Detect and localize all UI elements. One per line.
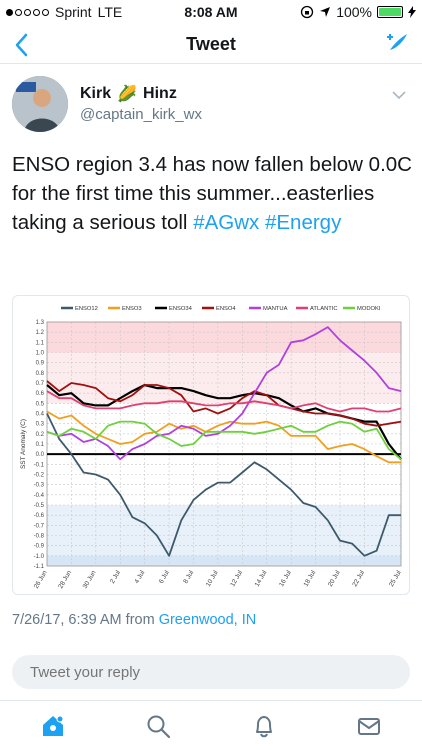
clock: 8:08 AM	[184, 4, 238, 20]
y-tick-label: -0.1	[34, 462, 45, 468]
charging-bolt-icon	[408, 6, 416, 18]
y-tick-label: 1.0	[36, 351, 45, 357]
legend-label: ENSO12	[75, 306, 98, 312]
y-tick-label: 0.2	[36, 432, 45, 438]
x-tick-label: 30 Jun	[82, 569, 98, 590]
reply-input[interactable]	[12, 655, 410, 689]
reply-box[interactable]	[12, 655, 410, 689]
plot-frame	[46, 321, 402, 567]
shaded-band	[47, 505, 401, 556]
notifications-icon[interactable]	[251, 713, 277, 739]
legend-label: ATLANTIC	[310, 306, 338, 312]
x-tick-label: 16 Jul	[278, 569, 293, 588]
compose-tweet-icon[interactable]	[384, 30, 410, 56]
x-tick-label: 22 Jul	[351, 569, 366, 588]
y-tick-label: 0.1	[36, 442, 45, 448]
chevron-left-icon[interactable]	[14, 32, 30, 58]
y-tick-label: 1.2	[36, 330, 45, 336]
signal-strength-icon	[6, 8, 49, 16]
series-line-enso4	[46, 380, 402, 427]
x-tick-label: 8 Jul	[182, 569, 195, 585]
y-tick-label: -1.1	[34, 564, 45, 570]
y-tick-label: 0.9	[36, 361, 45, 367]
author-name[interactable]: Kirk 🌽 Hinz	[80, 84, 177, 104]
tweet-body: ENSO region 3.4 has now fallen below 0.0…	[12, 153, 412, 234]
tweet-text: ENSO region 3.4 has now fallen below 0.0…	[12, 150, 412, 237]
x-tick-label: 4 Jul	[133, 569, 146, 585]
status-bar: Sprint LTE 8:08 AM 100%	[0, 0, 422, 24]
y-tick-label: 0.8	[36, 371, 45, 377]
legend-label: MODOKI	[357, 306, 381, 312]
page-title: Tweet	[186, 34, 236, 54]
legend-label: ENSO3	[122, 306, 142, 312]
legend-label: ENSO4	[216, 306, 236, 312]
nav-bar: Tweet	[0, 24, 422, 64]
battery-percent: 100%	[336, 4, 372, 20]
legend-label: ENSO34	[169, 306, 193, 312]
timestamp-text: 7/26/17, 6:39 AM from	[12, 612, 155, 628]
carrier-name: Sprint	[55, 4, 92, 20]
messages-icon[interactable]	[356, 713, 382, 739]
x-tick-label: 10 Jul	[205, 569, 220, 588]
shaded-band	[47, 322, 401, 353]
x-tick-label: 18 Jul	[303, 569, 318, 588]
shaded-band	[47, 555, 401, 566]
x-tick-label: 28 Jun	[57, 569, 73, 590]
series-line-enso12	[46, 413, 401, 557]
series-line-mantua	[46, 326, 402, 461]
y-tick-label: -0.4	[34, 493, 45, 499]
y-tick-label: 0.3	[36, 422, 45, 428]
home-icon[interactable]	[40, 713, 66, 739]
y-tick-label: 1.3	[36, 320, 45, 326]
network-type: LTE	[97, 4, 123, 20]
y-tick-label: 0.5	[36, 401, 45, 407]
y-tick-label: 0.4	[36, 412, 45, 418]
shaded-band	[47, 352, 401, 404]
x-tick-label: 6 Jul	[158, 569, 171, 585]
y-tick-label: -0.5	[34, 503, 45, 509]
y-tick-label: 0.7	[36, 381, 45, 387]
author-first-name: Kirk	[80, 85, 112, 102]
sst-anomaly-chart: 1.3 1.2 1.1 1.0 0.9 0.8 0.7 0.6 0.5 0.4 0.3 0.2 0.1 0…	[20, 306, 403, 590]
hashtag-energy[interactable]: #Energy	[264, 211, 342, 234]
series-line-enso3	[46, 410, 401, 464]
chevron-down-icon[interactable]	[392, 90, 406, 100]
y-tick-label: -0.9	[34, 544, 45, 550]
y-tick-label: 1.1	[36, 340, 45, 346]
chart-image[interactable]: 1.3 1.2 1.1 1.0 0.9 0.8 0.7 0.6 0.5 0.4 0.3 0.2 0.1 0…	[12, 295, 410, 595]
x-tick-label: 14 Jul	[254, 569, 269, 588]
tweet-author[interactable]: Kirk 🌽 Hinz @captain_kirk_wx	[12, 76, 410, 136]
y-tick-label: -0.3	[34, 483, 45, 489]
y-tick-label: 0.0	[36, 452, 45, 458]
y-tick-label: -0.7	[34, 523, 45, 529]
corn-emoji: 🌽	[117, 86, 138, 103]
lock-rotation-icon	[301, 5, 314, 19]
legend-label: MANTUA	[263, 306, 288, 312]
battery-icon	[377, 6, 403, 18]
y-tick-label: -0.2	[34, 473, 45, 479]
x-tick-label: 25 Jul	[388, 569, 403, 588]
x-tick-label: 12 Jul	[229, 569, 244, 588]
tab-bar	[0, 700, 422, 750]
search-icon[interactable]	[145, 713, 171, 739]
location-arrow-icon	[320, 7, 331, 17]
author-last-name: Hinz	[143, 85, 177, 102]
y-tick-label: -0.6	[34, 513, 45, 519]
series-line-atlantic	[46, 390, 402, 413]
x-tick-label: 2 Jul	[109, 569, 122, 585]
status-left: Sprint LTE	[6, 4, 122, 20]
y-tick-label: -1.0	[34, 554, 45, 560]
x-tick-label: 20 Jul	[327, 569, 342, 588]
tweet-timestamp: 7/26/17, 6:39 AM from Greenwood, IN	[12, 612, 256, 628]
y-tick-label: 0.6	[36, 391, 45, 397]
avatar[interactable]	[12, 76, 68, 132]
y-axis-label: SST Anomaly (C)	[20, 419, 27, 469]
hashtag-agwx[interactable]: #AGwx	[193, 211, 260, 234]
x-tick-label: 26 Jun	[33, 569, 49, 590]
status-right: 100%	[300, 4, 416, 20]
series-line-modoki	[46, 420, 402, 460]
tweet-location[interactable]: Greenwood, IN	[158, 612, 257, 628]
y-tick-label: -0.8	[34, 534, 45, 540]
author-handle[interactable]: @captain_kirk_wx	[80, 106, 202, 123]
